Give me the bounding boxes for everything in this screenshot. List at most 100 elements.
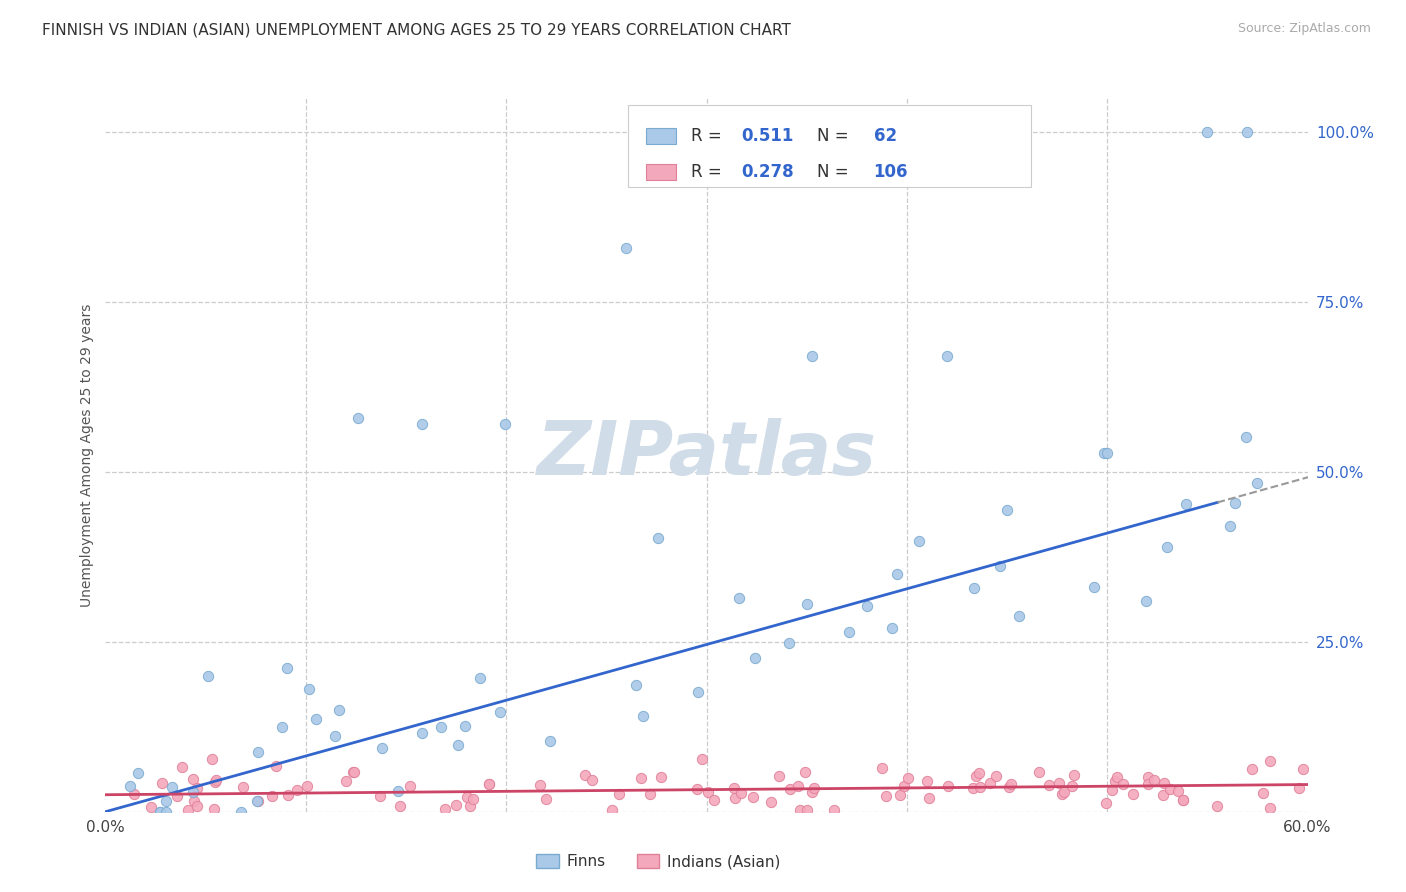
Point (880, 621, 903, 635)
Point (969, 780, 991, 794)
Text: 106: 106 (873, 162, 908, 181)
Point (1083, 581, 1105, 595)
Point (411, 417, 433, 432)
Point (1101, 783, 1123, 797)
Point (166, 789, 188, 803)
Point (759, 795, 782, 809)
Y-axis label: Unemployment Among Ages 25 to 29 years: Unemployment Among Ages 25 to 29 years (80, 303, 94, 607)
Point (1288, 780, 1310, 795)
Point (444, 797, 467, 812)
Point (723, 781, 745, 796)
Point (494, 417, 516, 432)
Point (800, 784, 823, 798)
Point (170, 760, 193, 774)
Point (1236, 125, 1258, 139)
Point (1097, 446, 1119, 460)
Point (1159, 781, 1181, 796)
Point (478, 777, 501, 791)
FancyBboxPatch shape (628, 105, 1031, 187)
Point (703, 793, 725, 807)
Point (1104, 774, 1126, 789)
Point (388, 799, 411, 814)
Point (176, 803, 198, 817)
Point (962, 582, 984, 596)
Point (453, 719, 475, 733)
Point (1171, 793, 1194, 807)
Point (197, 669, 219, 683)
Point (794, 765, 817, 780)
Point (1219, 519, 1241, 533)
Point (323, 729, 346, 743)
Point (298, 681, 321, 696)
Point (1251, 786, 1274, 800)
Point (186, 798, 208, 813)
Point (1260, 801, 1282, 815)
Point (1008, 608, 1031, 623)
Text: R =: R = (690, 162, 727, 181)
Point (988, 559, 1011, 574)
Point (458, 798, 481, 813)
Text: FINNISH VS INDIAN (ASIAN) UNEMPLOYMENT AMONG AGES 25 TO 29 YEARS CORRELATION CHA: FINNISH VS INDIAN (ASIAN) UNEMPLOYMENT A… (42, 22, 792, 37)
Point (893, 779, 915, 793)
Point (276, 661, 298, 675)
Point (768, 769, 790, 783)
Point (1205, 798, 1227, 813)
Point (631, 708, 654, 723)
Point (886, 566, 908, 581)
Point (787, 779, 810, 793)
Point (335, 774, 357, 789)
Point (149, 805, 172, 819)
Point (1050, 788, 1073, 802)
Point (368, 789, 391, 803)
Point (204, 772, 226, 787)
Point (347, 410, 370, 425)
Point (1136, 771, 1159, 785)
Point (204, 801, 226, 815)
Point (870, 761, 893, 775)
Point (823, 803, 845, 817)
Legend: Finns, Indians (Asian): Finns, Indians (Asian) (530, 848, 786, 875)
Point (897, 771, 920, 785)
Point (1028, 764, 1050, 779)
Point (979, 776, 1001, 790)
Point (640, 787, 662, 801)
Point (183, 794, 205, 808)
Point (181, 785, 204, 799)
Point (984, 768, 1007, 782)
Point (918, 790, 941, 805)
Point (796, 598, 818, 612)
Text: 62: 62 (873, 127, 897, 145)
Point (1060, 779, 1083, 793)
Point (855, 599, 877, 613)
Point (430, 720, 453, 734)
Point (744, 651, 766, 665)
Point (538, 734, 561, 748)
Point (399, 779, 422, 793)
Point (995, 503, 1018, 517)
Point (630, 771, 652, 785)
Point (1258, 754, 1281, 768)
Point (690, 752, 713, 766)
Point (266, 759, 288, 773)
Point (246, 794, 269, 808)
Point (908, 534, 931, 549)
Bar (647, 128, 676, 144)
Point (447, 738, 470, 752)
Point (1167, 783, 1189, 797)
Point (889, 788, 911, 802)
Text: N =: N = (817, 127, 853, 145)
Point (127, 765, 149, 780)
Point (1063, 768, 1085, 782)
Point (936, 350, 959, 364)
Point (149, 805, 172, 819)
Point (965, 769, 987, 783)
Point (607, 787, 630, 801)
Point (529, 778, 551, 792)
Point (962, 781, 984, 796)
Point (1234, 430, 1257, 444)
Point (1038, 778, 1060, 792)
Point (1156, 541, 1178, 555)
Point (231, 805, 253, 819)
Point (387, 784, 409, 798)
Point (838, 624, 860, 639)
